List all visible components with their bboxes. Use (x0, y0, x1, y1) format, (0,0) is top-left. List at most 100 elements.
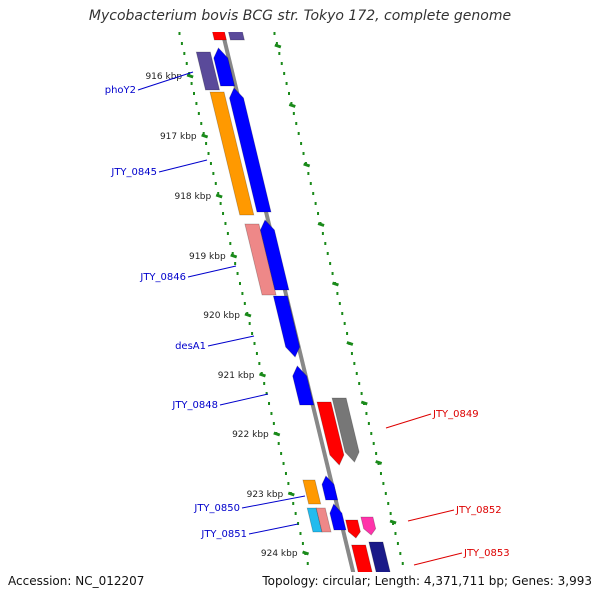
gene-label: JTY_0850 (193, 503, 240, 514)
gene-label-leader (385, 413, 432, 429)
ruler-tick (360, 400, 368, 406)
ruler-tick-label: 916 kbp (145, 72, 182, 82)
gene-label: JTY_0848 (171, 400, 218, 411)
ruler-dot-left (200, 122, 203, 125)
ruler-dot-right (353, 362, 356, 365)
ruler-dot-right (341, 312, 344, 315)
ruler-dot-left (272, 422, 275, 425)
ruler-dot-left (193, 92, 196, 95)
ruler-dot-right (375, 452, 378, 455)
ruler-dot-right (331, 272, 334, 275)
ruler-tick-label: 920 kbp (203, 311, 240, 321)
ruler-tick (230, 253, 238, 259)
ruler-dot-left (214, 182, 217, 185)
ruler-dot-right (285, 82, 288, 85)
ruler-dot-right (326, 252, 329, 255)
ruler-dot-right (384, 492, 387, 495)
ruler-dot-left (263, 382, 266, 385)
ruler-tick (375, 460, 383, 465)
ruler-dot-left (236, 272, 239, 275)
ruler-dot-right (307, 172, 310, 175)
ruler-dot-left (222, 212, 225, 215)
ruler-dot-left (306, 562, 309, 565)
ruler-dot-left (190, 82, 193, 85)
ruler-tick (215, 193, 223, 199)
ruler-dot-right (336, 292, 339, 295)
gene-arrow (259, 219, 290, 291)
ruler-dot-right (295, 122, 298, 125)
ruler-dot-right (283, 72, 286, 75)
gene-block (368, 541, 391, 572)
ruler-tick (317, 222, 325, 227)
ruler-dot-right (317, 212, 320, 215)
ruler-tick (389, 519, 397, 525)
ruler-tick-label: 917 kbp (160, 132, 197, 142)
gene-label: JTY_0846 (139, 272, 186, 283)
gene-arrow (345, 519, 361, 539)
gene-label-leader (413, 552, 463, 566)
gene-label: JTY_0851 (200, 529, 247, 540)
ruler-dot-right (280, 62, 283, 65)
gene-label: JTY_0853 (463, 548, 510, 559)
ruler-dot-right (382, 482, 385, 485)
ruler-dot-left (248, 322, 251, 325)
ruler-dot-left (280, 452, 283, 455)
ruler-dot-left (224, 222, 227, 225)
gene-label-leader (187, 265, 237, 278)
ruler-tick (331, 281, 339, 287)
ruler-dot-left (229, 242, 232, 245)
ruler-dot-left (251, 332, 254, 335)
gene-block (244, 223, 277, 296)
topology-text: Topology: circular; Length: 4,371,711 bp… (262, 574, 592, 588)
ruler-dot-left (238, 282, 241, 285)
ruler-dot-right (314, 202, 317, 205)
gene-arrow (229, 87, 272, 213)
gene-arrow (272, 295, 301, 358)
ruler-dot-left (234, 262, 237, 265)
gene-label: phoY2 (105, 85, 136, 96)
ruler-dot-left (268, 402, 271, 405)
ruler-tick (346, 341, 354, 346)
gene-block (315, 507, 332, 533)
ruler-dot-right (365, 412, 368, 415)
ruler-tick (287, 491, 295, 497)
ruler-dot-right (273, 32, 276, 35)
ruler-dot-right (401, 562, 404, 565)
genome-title: Mycobacterium bovis BCG str. Tokyo 172, … (88, 8, 512, 24)
gene-arrow (360, 516, 377, 536)
ruler-tick-label: 918 kbp (174, 192, 211, 202)
ruler-dot-left (301, 542, 304, 545)
gene-arrow (213, 47, 236, 87)
ruler-dot-left (180, 42, 183, 45)
gene-arrow (331, 397, 360, 463)
ruler-tick-label: 921 kbp (218, 371, 255, 381)
ruler-dot-right (302, 152, 305, 155)
gene-block (209, 91, 255, 216)
ruler-dot-right (278, 52, 281, 55)
ruler-dot-right (290, 102, 293, 105)
accession-text: Accession: NC_012207 (8, 574, 145, 588)
gene-label-leader (248, 523, 299, 535)
ruler-tick (273, 431, 281, 437)
ruler-dot-left (284, 472, 287, 475)
gene-arrow (316, 401, 345, 466)
ruler-dot-left (219, 202, 222, 205)
ruler-dot-left (217, 192, 220, 195)
gene-label-leader (137, 71, 194, 91)
ruler-dot-right (324, 242, 327, 245)
gene-label-leader (407, 509, 455, 522)
ruler-tick (288, 103, 296, 108)
gene-arrow (329, 503, 347, 531)
ruler-dot-left (255, 352, 258, 355)
gene-label-leader (207, 335, 255, 347)
ruler-dot-right (387, 502, 390, 505)
ruler-dot-left (212, 172, 215, 175)
ruler-dot-right (358, 382, 361, 385)
ruler-tick-label: 919 kbp (189, 252, 226, 262)
ruler-tick (259, 372, 266, 378)
ruler-dot-right (409, 592, 411, 595)
ruler-dot-left (202, 132, 205, 135)
ruler-dot-left (178, 32, 181, 35)
ruler-dot-right (350, 352, 353, 355)
